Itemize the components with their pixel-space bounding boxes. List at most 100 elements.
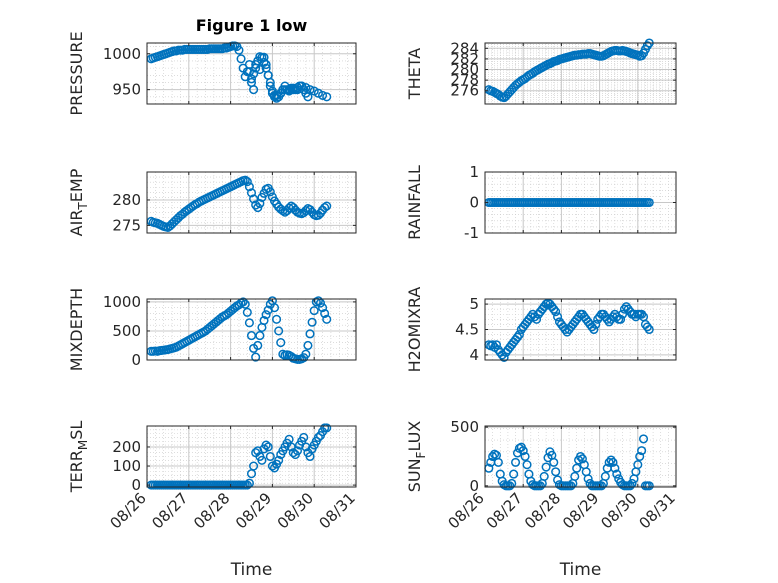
data-point [240, 299, 250, 309]
y-tick-label: 100 [112, 457, 141, 475]
data-point [566, 481, 576, 491]
data-point [522, 460, 532, 470]
axes-box [146, 425, 357, 488]
data-point [589, 324, 599, 335]
data-point [244, 318, 254, 328]
data-point [320, 308, 330, 319]
series [484, 298, 654, 363]
y-tick-label: 950 [112, 81, 141, 99]
data-point [604, 457, 614, 467]
x-tick-label: 08/28 [521, 489, 564, 532]
data-point [633, 460, 643, 470]
data-point [320, 203, 330, 213]
data-point [638, 434, 649, 444]
y-tick-label: 4.5 [455, 321, 479, 339]
series [484, 197, 654, 208]
data-point [299, 432, 309, 442]
data-point [274, 326, 284, 336]
data-point [261, 310, 271, 320]
subplot-1: 950 1000 PRESSURE Figure 1 low [67, 16, 357, 116]
data-point [551, 467, 561, 477]
data-point [255, 65, 265, 75]
data-point [249, 69, 259, 79]
x-tick-label: 08/30 [274, 489, 317, 532]
data-point [238, 297, 248, 307]
data-point [318, 303, 328, 313]
data-point [240, 175, 250, 185]
data-point [259, 57, 269, 67]
y-tick-label: 4 [469, 346, 479, 364]
data-point [616, 314, 626, 324]
x-axis-label: Time [230, 560, 273, 580]
data-point [269, 303, 280, 313]
data-point [301, 442, 311, 452]
x-tick-label: 08/31 [636, 489, 679, 532]
data-point [318, 90, 328, 100]
data-point [251, 352, 261, 362]
x-tick-label: 08/26 [445, 489, 488, 532]
data-point [303, 340, 313, 351]
data-point [280, 85, 290, 95]
data-point [309, 306, 319, 316]
data-point [608, 312, 618, 322]
data-point [284, 203, 294, 213]
data-point [539, 471, 549, 481]
y-tick-label: 280 [112, 191, 141, 209]
y-axis-label: SUNFLUX [405, 421, 428, 493]
series [484, 434, 654, 491]
series [146, 296, 332, 364]
data-point [305, 329, 315, 339]
x-axis-label: Time [559, 560, 602, 580]
series [146, 41, 332, 103]
axes-box [484, 425, 677, 488]
y-tick-label: 276 [450, 82, 479, 100]
y-tick-label: 5 [469, 295, 479, 313]
y-tick-label: 0 [131, 476, 141, 494]
data-point [575, 451, 586, 462]
y-tick-label: 1000 [103, 45, 141, 63]
y-tick-label: 275 [112, 216, 141, 234]
data-point [602, 314, 612, 324]
y-tick-label: 278 [450, 71, 479, 89]
axes-box [146, 42, 357, 105]
x-tick-label: 08/30 [597, 489, 640, 532]
x-tick-label: 08/29 [232, 489, 275, 532]
data-point [322, 92, 332, 102]
data-point [606, 455, 616, 465]
subplot-4: -1 0 1 RAINFALL [405, 163, 677, 242]
y-tick-label: 1 [469, 163, 479, 181]
chart-title: Figure 1 low [196, 16, 308, 35]
data-point [608, 457, 618, 467]
y-axis-label: RAINFALL [405, 165, 424, 240]
data-point [244, 182, 254, 192]
data-point [263, 442, 273, 452]
data-point [541, 462, 551, 472]
x-tick-label: 08/27 [483, 489, 526, 532]
data-point [242, 307, 252, 317]
x-tick-label: 08/28 [190, 489, 233, 532]
data-point [322, 201, 332, 211]
data-point [242, 177, 252, 187]
y-axis-label: PRESSURE [67, 31, 86, 115]
data-point [234, 45, 244, 55]
data-point [549, 457, 559, 467]
x-tick-label: 08/26 [107, 489, 150, 532]
data-point [265, 77, 275, 88]
y-tick-label: 0 [469, 477, 479, 495]
data-point [297, 81, 307, 91]
data-point [535, 481, 545, 491]
data-point [265, 187, 275, 197]
data-point [267, 461, 277, 471]
data-point [642, 322, 652, 332]
y-tick-label: 284 [450, 39, 479, 57]
x-tick-label: 08/29 [559, 489, 602, 532]
data-point [511, 457, 521, 467]
data-point [617, 309, 628, 319]
y-tick-label: 1000 [103, 293, 141, 311]
y-axis-label: MIXDEPTH [67, 288, 86, 371]
data-point [307, 317, 317, 327]
data-point [600, 471, 610, 481]
